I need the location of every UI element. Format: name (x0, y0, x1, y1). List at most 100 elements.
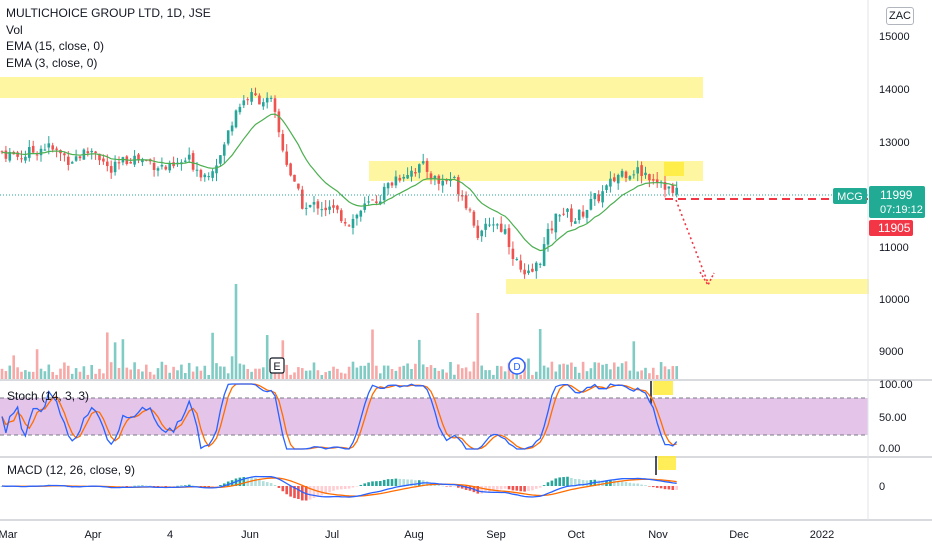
candle-body[interactable] (601, 191, 604, 203)
candle-body[interactable] (43, 149, 47, 151)
candle-body[interactable] (421, 161, 425, 164)
symbol-title[interactable]: MULTICHOICE GROUP LTD, 1D, JSE (6, 6, 211, 20)
candle-body[interactable] (160, 164, 164, 167)
dividend-marker[interactable]: D (508, 357, 526, 375)
candle-body[interactable] (31, 145, 35, 153)
candle-body[interactable] (476, 225, 480, 238)
candle-body[interactable] (301, 189, 304, 209)
candle-body[interactable] (406, 175, 409, 179)
candle-body[interactable] (546, 228, 550, 245)
candle-body[interactable] (425, 160, 429, 172)
candle-body[interactable] (499, 223, 503, 232)
candle-body[interactable] (398, 177, 402, 181)
candle-body[interactable] (511, 248, 515, 259)
candle-body[interactable] (355, 214, 359, 219)
candle-body[interactable] (215, 165, 218, 174)
candle-body[interactable] (562, 213, 565, 215)
candle-body[interactable] (371, 199, 374, 201)
candle-body[interactable] (351, 218, 355, 228)
candle-body[interactable] (281, 133, 285, 151)
candle-body[interactable] (297, 183, 300, 189)
candle-body[interactable] (219, 155, 222, 164)
candle-body[interactable] (164, 166, 168, 170)
candle-body[interactable] (94, 151, 97, 153)
candle-body[interactable] (340, 210, 343, 222)
candle-body[interactable] (28, 147, 31, 158)
candle-body[interactable] (258, 95, 261, 105)
earnings-marker[interactable]: E (269, 357, 285, 374)
ema15-legend[interactable]: EMA (15, close, 0) (6, 39, 105, 53)
candle-body[interactable] (667, 186, 671, 189)
candle-body[interactable] (223, 144, 226, 156)
candle-body[interactable] (63, 153, 66, 156)
candle-body[interactable] (433, 176, 437, 179)
candle-body[interactable] (90, 150, 93, 153)
highlight-flag-price[interactable] (664, 162, 684, 176)
candle-body[interactable] (293, 174, 296, 182)
candle-body[interactable] (671, 184, 675, 193)
candle-body[interactable] (78, 156, 82, 159)
candle-body[interactable] (332, 205, 335, 208)
candle-body[interactable] (624, 171, 628, 179)
candle-body[interactable] (515, 258, 519, 260)
candle-body[interactable] (414, 172, 417, 174)
candle-body[interactable] (644, 172, 647, 176)
candle-body[interactable] (535, 262, 538, 272)
candle-body[interactable] (238, 106, 242, 113)
candle-body[interactable] (613, 177, 616, 182)
candle-body[interactable] (363, 203, 366, 210)
candle-body[interactable] (488, 224, 491, 226)
candle-body[interactable] (675, 187, 678, 195)
candle-body[interactable] (519, 260, 522, 270)
candle-body[interactable] (285, 151, 288, 165)
candle-body[interactable] (632, 174, 636, 176)
time-axis[interactable]: Mar Apr 4 Jun Jul Aug Sep Oct Nov Dec 20… (0, 529, 834, 541)
candle-body[interactable] (359, 210, 363, 217)
candle-body[interactable] (402, 176, 405, 179)
candle-body[interactable] (577, 209, 581, 221)
candle-body[interactable] (289, 163, 292, 176)
candle-body[interactable] (184, 160, 187, 162)
candle-body[interactable] (137, 154, 140, 161)
candle-body[interactable] (449, 179, 452, 181)
candle-body[interactable] (98, 153, 101, 161)
candle-body[interactable] (109, 166, 113, 173)
candle-body[interactable] (484, 223, 487, 230)
candle-body[interactable] (51, 145, 54, 150)
candle-body[interactable] (527, 270, 530, 274)
candle-body[interactable] (574, 221, 577, 224)
candle-body[interactable] (254, 93, 257, 96)
candle-body[interactable] (453, 176, 456, 178)
resistance-zone-upper[interactable] (0, 77, 703, 98)
candle-body[interactable] (418, 164, 421, 173)
candle-body[interactable] (628, 176, 632, 180)
currency-badge[interactable]: ZAC (886, 7, 914, 25)
candle-body[interactable] (226, 130, 230, 144)
ema15-line[interactable] (1, 113, 677, 252)
price-axis[interactable]: 15000 14000 13000 11000 10000 9000 (879, 31, 910, 358)
candle-body[interactable] (55, 148, 58, 150)
candle-body[interactable] (4, 150, 8, 159)
candle-body[interactable] (8, 151, 12, 161)
candle-body[interactable] (312, 202, 316, 205)
candle-body[interactable] (663, 181, 667, 190)
candle-body[interactable] (616, 174, 620, 184)
candle-body[interactable] (464, 195, 468, 209)
candle-body[interactable] (429, 173, 433, 180)
highlight-flag-macd[interactable] (658, 456, 676, 470)
last-price-badge[interactable]: 11999 07:19:12 (869, 186, 925, 218)
candlestick-series[interactable] (0, 87, 678, 279)
candle-body[interactable] (390, 182, 394, 186)
candle-body[interactable] (550, 228, 554, 231)
candle-body[interactable] (492, 224, 495, 226)
candle-body[interactable] (457, 177, 460, 195)
candle-body[interactable] (581, 211, 585, 217)
candle-body[interactable] (187, 154, 191, 160)
candle-body[interactable] (230, 125, 234, 132)
highlight-flag-stoch[interactable] (653, 381, 673, 395)
candle-body[interactable] (503, 229, 507, 234)
stoch-axis[interactable]: 100.00 50.00 0.00 (879, 379, 913, 455)
candle-body[interactable] (382, 186, 386, 201)
candle-body[interactable] (106, 161, 109, 167)
